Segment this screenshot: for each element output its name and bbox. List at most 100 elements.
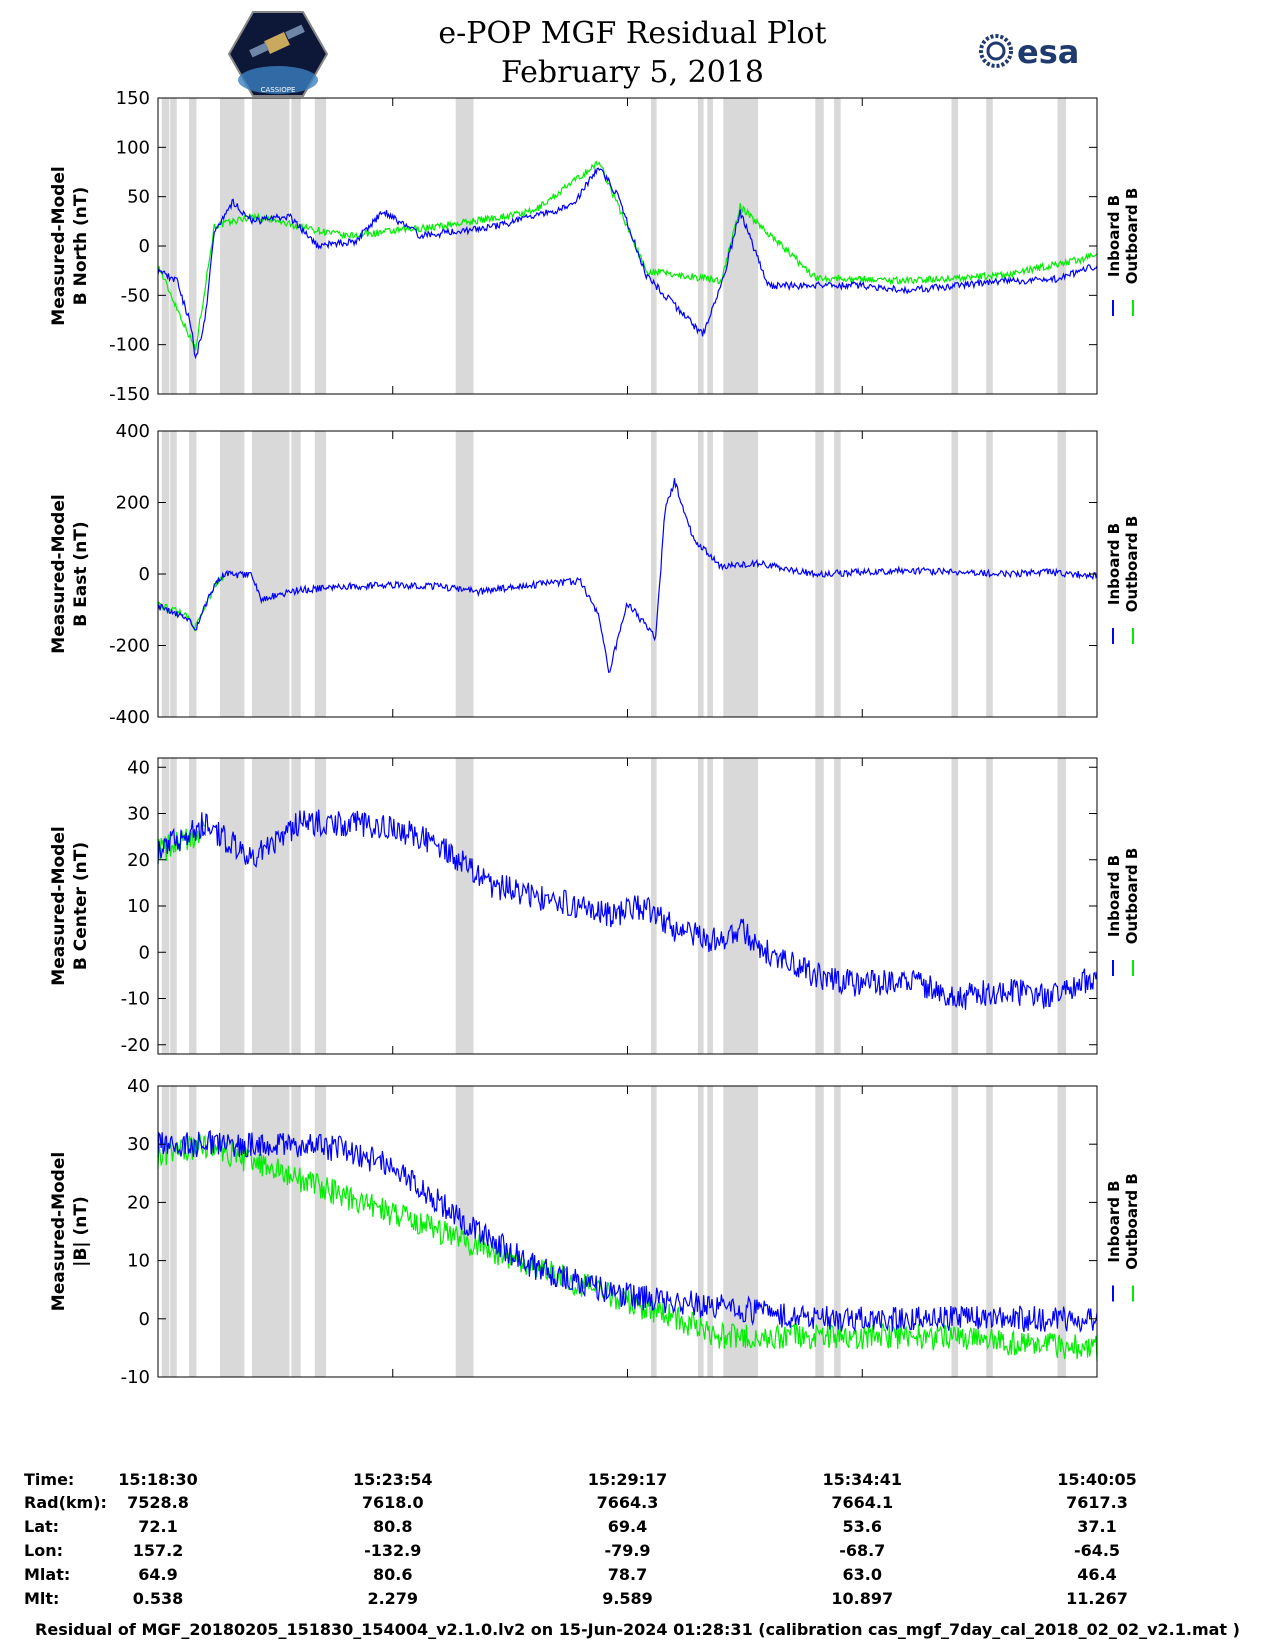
ephemeris-row-label: Lat: <box>24 1517 60 1536</box>
ephemeris-value: -132.9 <box>364 1541 422 1560</box>
chart-title: e-POP MGF Residual Plot <box>438 16 827 51</box>
panel-b-center: -20 -10 0 10 20 30 40 Measured-Model B Center (n… <box>49 757 1141 1056</box>
data-gap <box>251 1086 290 1377</box>
y-tick-label: 400 <box>116 421 150 442</box>
y-tick-label: 150 <box>116 88 150 109</box>
data-gap <box>188 431 197 717</box>
data-gap <box>650 98 657 394</box>
data-gap <box>723 1086 759 1377</box>
data-gap <box>815 1086 824 1377</box>
panel-b-north: -150 -100 -50 0 50 100 150 Measured-Model B Nort… <box>49 88 1141 405</box>
y-tick-label: 50 <box>127 187 150 208</box>
ephemeris-value: 0.538 <box>132 1589 184 1608</box>
data-gap <box>697 98 704 394</box>
y-axis-label: Measured-Model B Center (nT) <box>49 826 91 985</box>
ephemeris-value: -79.9 <box>604 1541 651 1560</box>
y-tick-label: -100 <box>109 335 150 356</box>
data-gap <box>291 431 301 717</box>
ephemeris-value: 11.267 <box>1066 1589 1128 1608</box>
data-gap <box>707 431 713 717</box>
data-gap <box>834 1086 841 1377</box>
data-gap <box>815 758 824 1054</box>
ephemeris-value: 63.0 <box>842 1565 882 1584</box>
data-gap <box>951 431 959 717</box>
y-tick-label: 0 <box>139 1309 150 1330</box>
ephemeris-value: -68.7 <box>839 1541 886 1560</box>
y-tick-label: 0 <box>139 564 150 585</box>
ephemeris-value: 15:40:05 <box>1057 1470 1137 1489</box>
data-gap <box>697 758 704 1054</box>
data-gap <box>650 1086 657 1377</box>
y-tick-label: 20 <box>127 850 150 871</box>
data-gap <box>291 758 301 1054</box>
ephemeris-value: 46.4 <box>1077 1565 1117 1584</box>
data-gap <box>170 1086 177 1377</box>
data-gap <box>188 1086 197 1377</box>
data-gap <box>314 758 327 1054</box>
data-gap <box>188 758 197 1054</box>
chart-date: February 5, 2018 <box>500 55 764 90</box>
ephemeris-row-label: Mlat: <box>24 1565 71 1584</box>
esa-logo: esa <box>979 33 1079 71</box>
data-gap <box>219 1086 245 1377</box>
data-gap <box>815 431 824 717</box>
data-gap <box>834 431 841 717</box>
y-tick-label: 40 <box>127 1076 150 1097</box>
data-gap <box>697 1086 704 1377</box>
data-gap <box>251 758 290 1054</box>
data-gap <box>723 758 759 1054</box>
data-gap <box>314 431 327 717</box>
y-tick-label: -400 <box>109 707 150 728</box>
ephemeris-row-label: Time: <box>24 1470 75 1489</box>
ephemeris-value: 7528.8 <box>127 1493 189 1512</box>
ephemeris-value: 15:23:54 <box>352 1470 433 1489</box>
y-tick-label: 30 <box>127 804 150 825</box>
data-gap <box>834 98 841 394</box>
panel-b-east: -400 -200 0 200 400 Measured-Model B East (nT)… <box>49 421 1141 728</box>
data-gap <box>707 758 713 1054</box>
data-gap <box>951 98 959 394</box>
y-tick-label: 10 <box>127 1251 150 1272</box>
ephemeris-value: 7664.3 <box>596 1493 659 1512</box>
series-line-inboard <box>157 809 1098 1010</box>
y-axis-label: Measured-Model |B| (nT) <box>49 1152 91 1311</box>
data-gap <box>707 1086 713 1377</box>
ephemeris-value: 80.6 <box>373 1565 413 1584</box>
data-gap <box>834 758 841 1054</box>
y-axis-label: Measured-Model B East (nT) <box>49 494 91 653</box>
ephemeris-row-label: Rad(km): <box>24 1493 107 1512</box>
data-gap <box>986 1086 993 1377</box>
data-gap <box>170 431 177 717</box>
ephemeris-value: 10.897 <box>831 1589 894 1608</box>
series-line-outboard <box>157 1132 1098 1361</box>
ephemeris-value: 69.4 <box>607 1517 648 1536</box>
data-gap <box>986 98 993 394</box>
data-gap <box>170 98 177 394</box>
y-tick-label: 100 <box>116 137 150 158</box>
data-gap <box>697 431 704 717</box>
cassiope-logo: CASSIOPE <box>228 11 328 97</box>
data-gap <box>314 1086 327 1377</box>
data-gap <box>815 98 824 394</box>
ephemeris-value: 2.279 <box>367 1589 419 1608</box>
ephemeris-value: 78.7 <box>607 1565 648 1584</box>
data-gap <box>1057 1086 1067 1377</box>
ephemeris-value: 157.2 <box>132 1541 184 1560</box>
ephemeris-value: 9.589 <box>602 1589 653 1608</box>
ephemeris-value: 53.6 <box>842 1517 882 1536</box>
data-gap <box>707 98 713 394</box>
panel-b-magnitude: -10 0 10 20 30 40 Measured-Model |B| (nT) Inboar… <box>49 1076 1141 1388</box>
data-gap <box>219 758 245 1054</box>
ephemeris-value: 64.9 <box>138 1565 178 1584</box>
data-gap <box>650 758 657 1054</box>
series-line-inboard <box>157 1130 1098 1333</box>
data-gap <box>723 431 759 717</box>
data-gap <box>219 98 245 394</box>
data-gap <box>951 758 959 1054</box>
legend-inboard-label: Inboard B <box>1105 523 1123 605</box>
data-gap <box>986 758 993 1054</box>
y-tick-label: -10 <box>121 989 150 1010</box>
data-gap <box>251 431 290 717</box>
series-line-inboard <box>157 478 1098 674</box>
